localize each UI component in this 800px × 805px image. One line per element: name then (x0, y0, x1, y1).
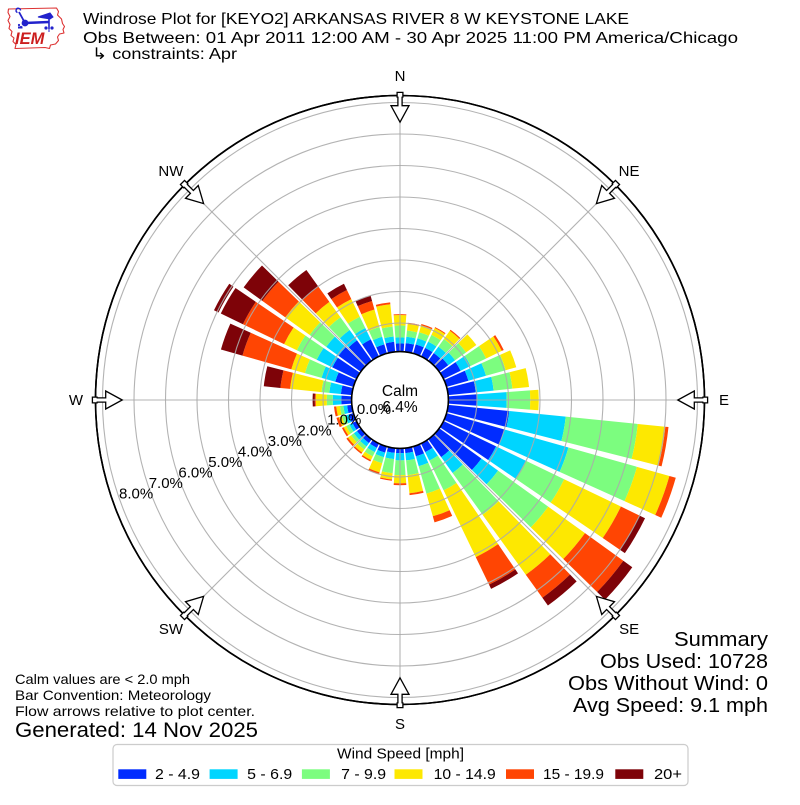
svg-text:3.0%: 3.0% (268, 433, 302, 450)
svg-text:Obs Without Wind: 0: Obs Without Wind: 0 (568, 673, 768, 695)
svg-text:15 - 19.9: 15 - 19.9 (543, 766, 604, 783)
svg-text:7.0%: 7.0% (149, 475, 183, 492)
svg-text:Generated: 14 Nov 2025: Generated: 14 Nov 2025 (15, 719, 258, 742)
svg-text:N: N (395, 68, 406, 85)
svg-text:2.0%: 2.0% (297, 422, 331, 439)
svg-text:Obs Between: 01 Apr 2011 12:00: Obs Between: 01 Apr 2011 12:00 AM - 30 A… (83, 30, 738, 47)
svg-text:Obs Used: 10728: Obs Used: 10728 (600, 651, 768, 673)
svg-text:Avg Speed: 9.1 mph: Avg Speed: 9.1 mph (573, 695, 768, 717)
svg-text:S: S (395, 716, 405, 733)
svg-text:E: E (719, 392, 729, 409)
svg-text:8.0%: 8.0% (119, 486, 153, 503)
svg-text:Flow arrows relative to plot c: Flow arrows relative to plot center. (15, 703, 255, 719)
svg-text:IEM: IEM (15, 30, 46, 48)
svg-text:20+: 20+ (654, 766, 682, 783)
svg-text:2 - 4.9: 2 - 4.9 (155, 766, 200, 783)
svg-text:Summary: Summary (674, 629, 768, 651)
svg-text:SW: SW (159, 621, 184, 638)
svg-text:Calm: Calm (382, 383, 418, 400)
svg-text:1.0%: 1.0% (327, 412, 361, 429)
svg-text:W: W (69, 392, 84, 409)
svg-text:7 - 9.9: 7 - 9.9 (341, 766, 386, 783)
svg-text:0.0%: 0.0% (357, 401, 391, 418)
svg-text:Windrose Plot for [KEYO2] ARKA: Windrose Plot for [KEYO2] ARKANSAS RIVER… (83, 11, 629, 28)
svg-text:10 - 14.9: 10 - 14.9 (434, 766, 496, 783)
svg-text:5.0%: 5.0% (208, 454, 242, 471)
svg-text:4.0%: 4.0% (238, 443, 272, 460)
svg-text:Calm values are < 2.0 mph: Calm values are < 2.0 mph (15, 671, 190, 687)
svg-text:6.4%: 6.4% (382, 399, 418, 416)
svg-text:Wind Speed [mph]: Wind Speed [mph] (337, 747, 464, 763)
svg-text:↳ constraints: Apr: ↳ constraints: Apr (92, 46, 238, 63)
svg-text:NE: NE (619, 163, 640, 180)
svg-text:Bar Convention: Meteorology: Bar Convention: Meteorology (15, 687, 211, 703)
svg-text:5 - 6.9: 5 - 6.9 (247, 766, 292, 783)
svg-text:SE: SE (619, 621, 639, 638)
svg-text:6.0%: 6.0% (178, 464, 212, 481)
svg-text:NW: NW (158, 163, 184, 180)
